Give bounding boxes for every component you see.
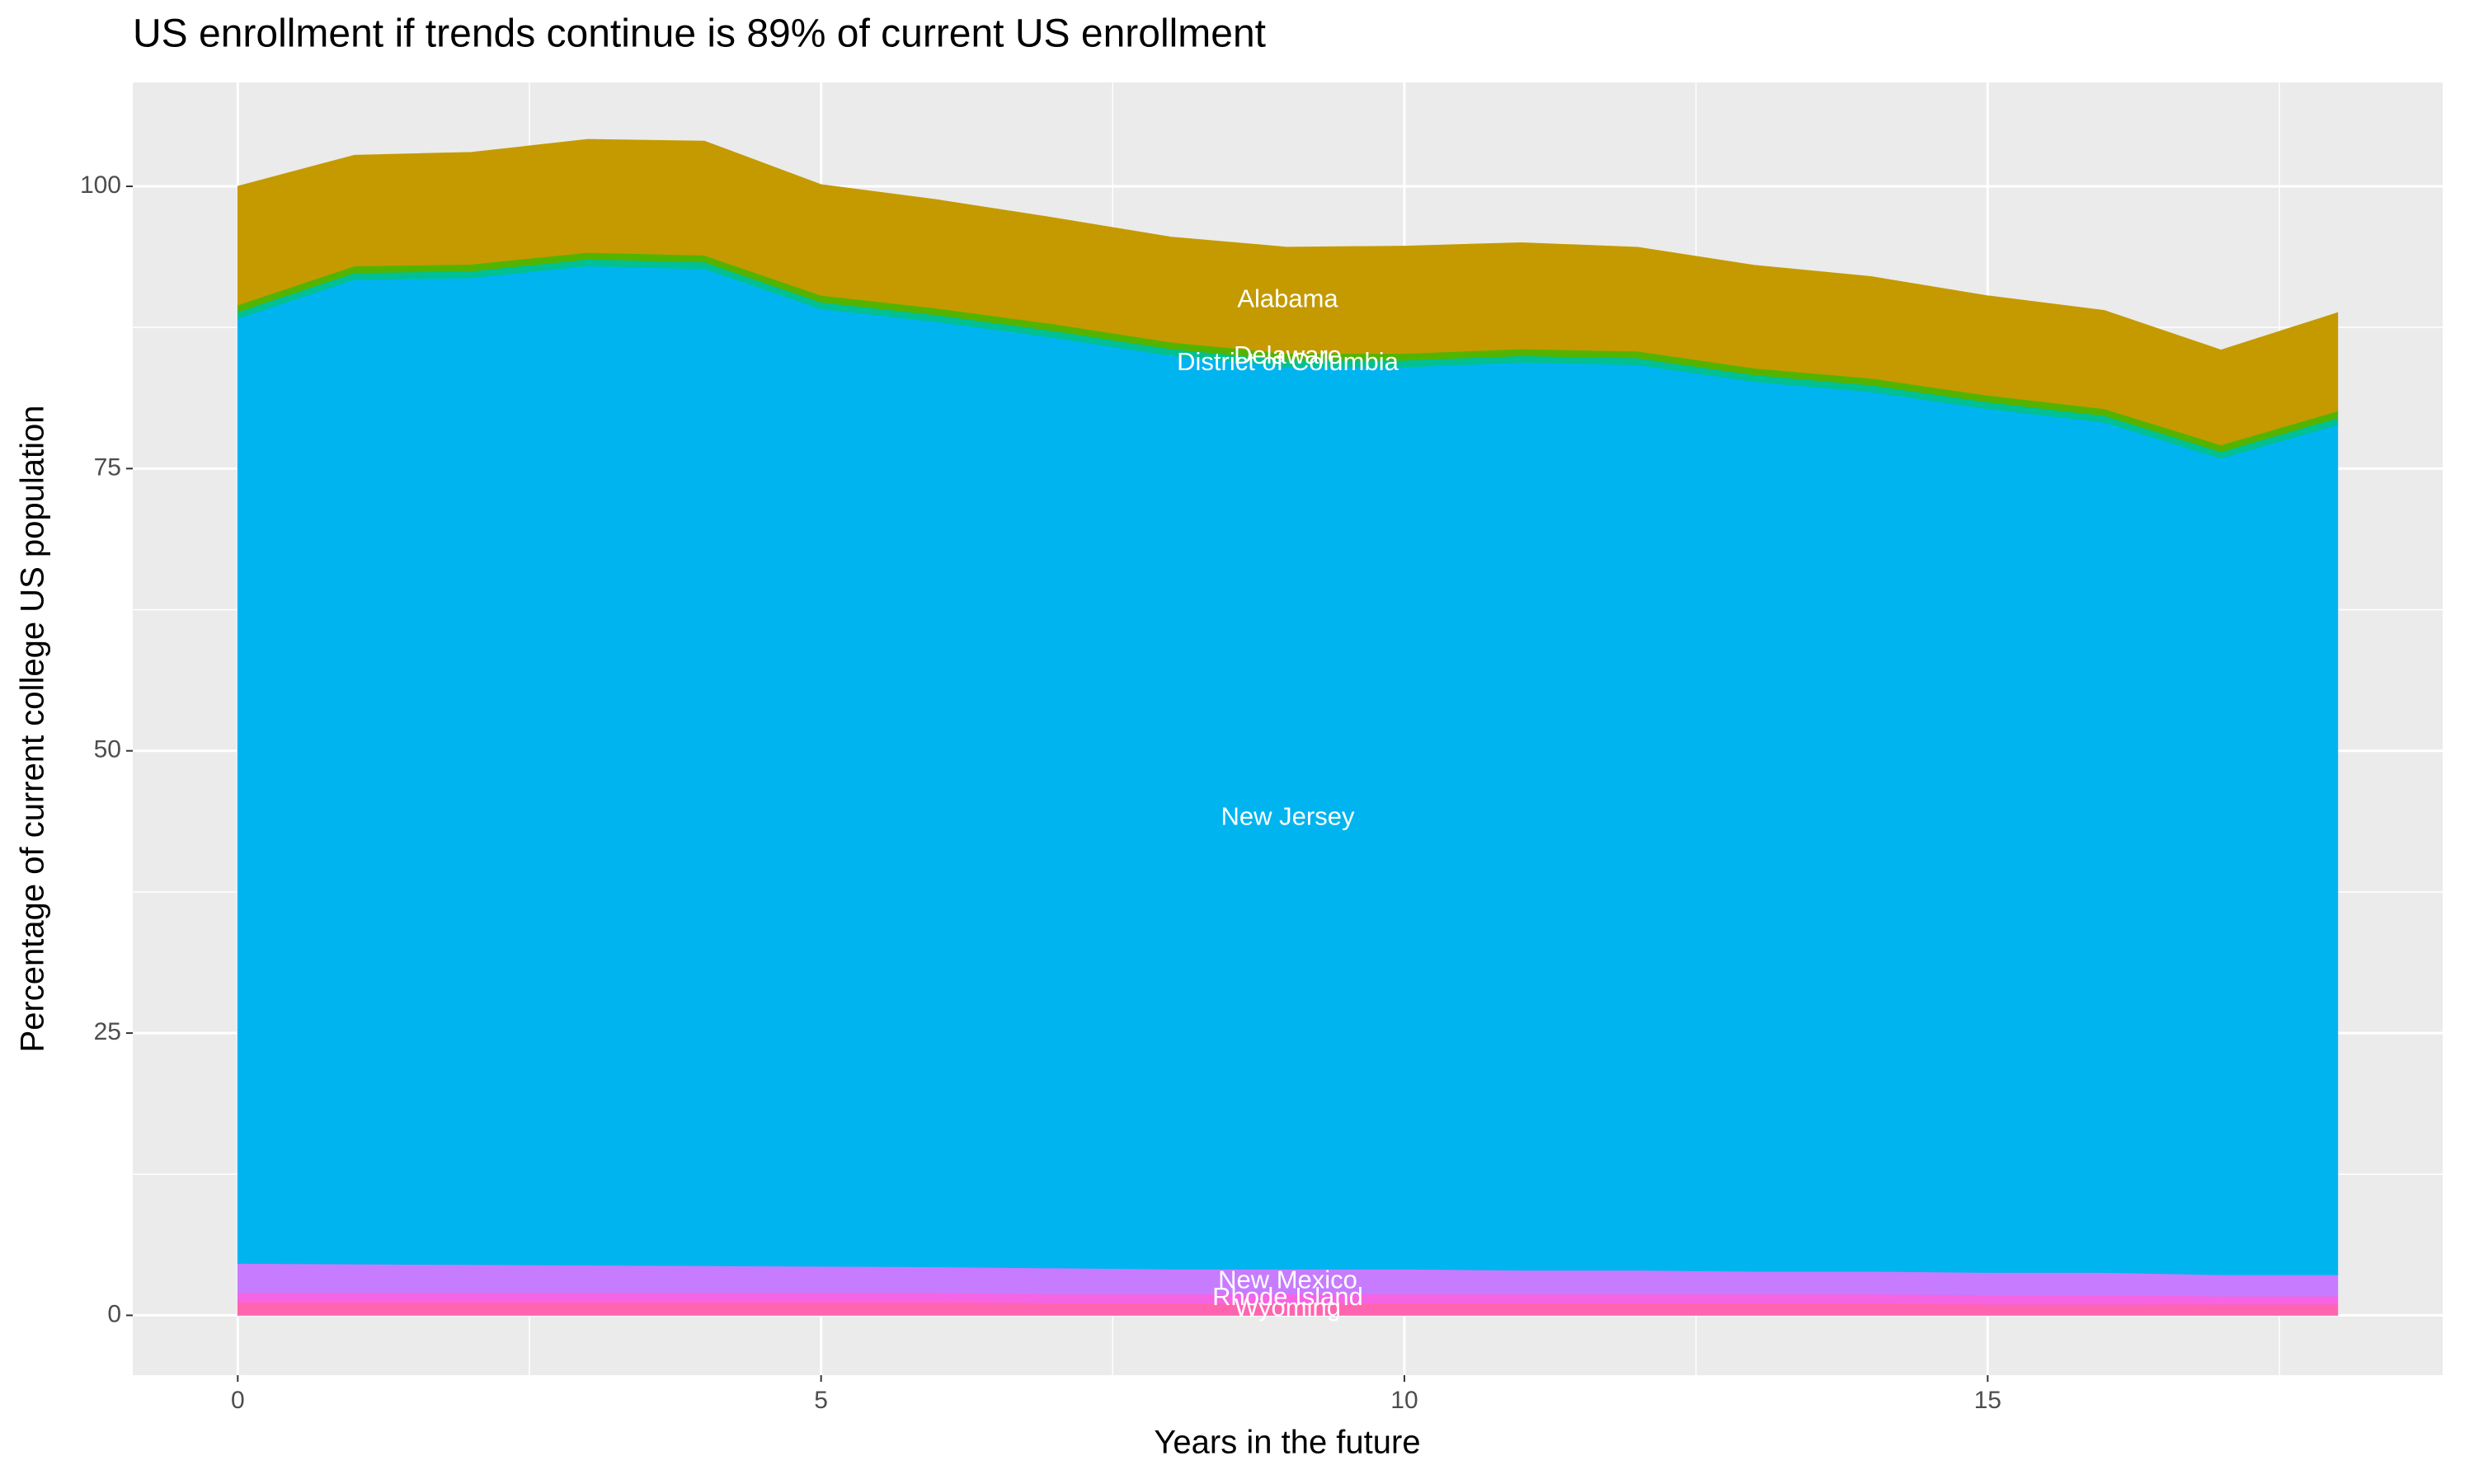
series-label: New Jersey: [1221, 801, 1355, 830]
y-tick-label: 75: [94, 453, 121, 481]
series-label: Rhode Island: [1212, 1282, 1363, 1311]
chart-title: US enrollment if trends continue is 89% …: [133, 12, 1266, 56]
area: [237, 139, 2339, 446]
y-axis-label: Percentage of current college US populat…: [15, 406, 51, 1053]
series-label: Delaware: [1234, 340, 1342, 369]
series-label: New Mexico: [1218, 1266, 1357, 1294]
y-tick-label: 0: [107, 1300, 121, 1327]
series-label: Wyoming: [1235, 1293, 1341, 1322]
area: [237, 265, 2339, 1275]
y-tick-label: 50: [94, 736, 121, 763]
series-label: District of Columbia: [1177, 347, 1399, 376]
x-tick-label: 0: [231, 1387, 245, 1414]
series-label: Alabama: [1237, 284, 1338, 312]
x-tick-label: 15: [1974, 1387, 2001, 1414]
x-axis-label: Years in the future: [1154, 1425, 1420, 1461]
x-tick-label: 10: [1390, 1387, 1418, 1414]
y-tick-label: 100: [80, 171, 121, 199]
y-tick-label: 25: [94, 1018, 121, 1045]
x-tick-label: 5: [814, 1387, 828, 1414]
